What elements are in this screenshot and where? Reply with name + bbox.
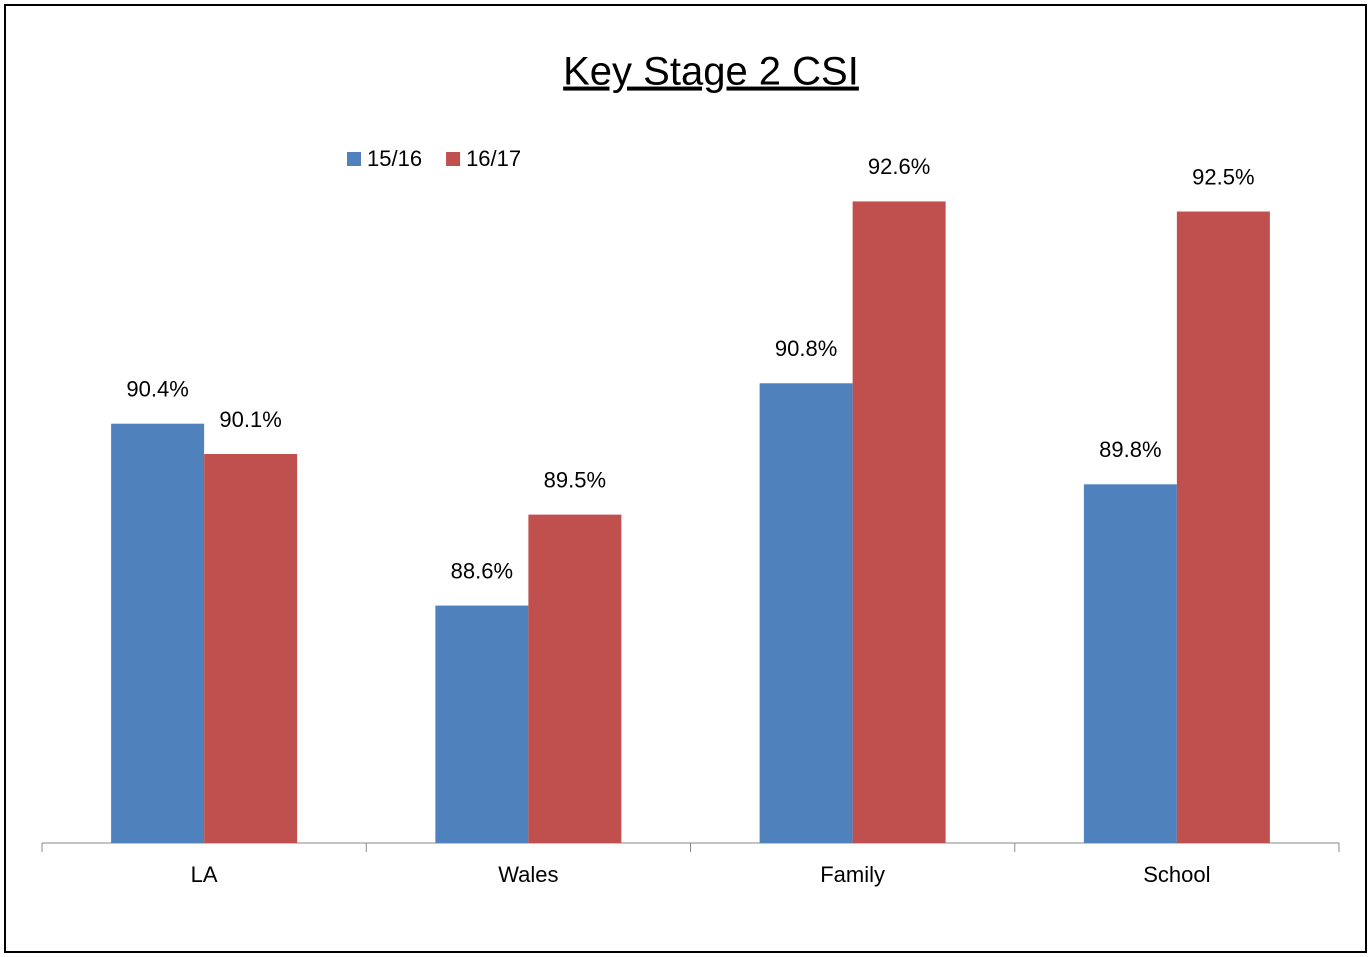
bar: [435, 605, 529, 843]
x-tick-label: Family: [820, 862, 885, 887]
legend-swatch: [446, 152, 461, 166]
x-tick-label: Wales: [498, 862, 558, 887]
x-tick-label: School: [1143, 862, 1210, 887]
legend-label: 15/16: [367, 146, 422, 171]
value-label: 92.6%: [868, 154, 930, 179]
value-label: 88.6%: [451, 558, 513, 583]
bar: [528, 514, 622, 843]
legend-label: 16/17: [466, 146, 521, 171]
value-label: 90.8%: [775, 336, 837, 361]
value-label: 92.5%: [1192, 164, 1254, 189]
value-label: 90.4%: [126, 377, 188, 402]
bar: [852, 201, 946, 844]
bar: [111, 423, 205, 843]
chart-title: Key Stage 2 CSI: [563, 50, 859, 94]
bar: [204, 454, 298, 843]
legend-swatch: [347, 152, 361, 166]
bar: [1083, 484, 1177, 843]
x-tick-label: LA: [191, 862, 218, 887]
value-label: 89.5%: [544, 467, 606, 492]
value-label: 90.1%: [219, 407, 281, 432]
value-label: 89.8%: [1099, 437, 1161, 462]
bar: [1176, 211, 1270, 843]
bar: [759, 383, 853, 843]
